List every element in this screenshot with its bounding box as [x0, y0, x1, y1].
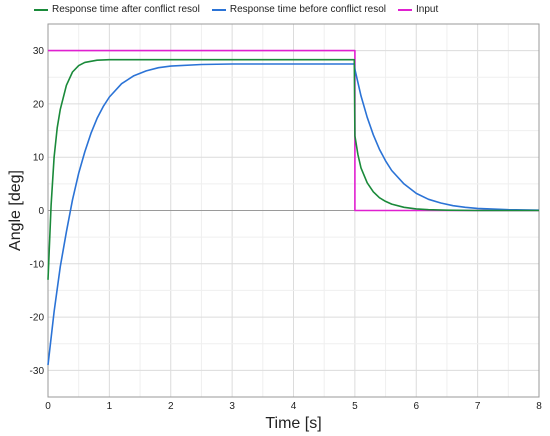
y-tick-label: -30	[30, 366, 45, 377]
x-tick-label: 1	[107, 401, 113, 412]
y-tick-label: -10	[30, 259, 45, 270]
legend-swatch-input	[398, 8, 413, 11]
x-tick-label: 5	[352, 401, 358, 412]
legend-label-after: Response time after conflict resol	[52, 4, 200, 15]
x-tick-label: 6	[413, 401, 419, 412]
y-tick-label: 10	[33, 153, 45, 164]
legend-label-before: Response time before conflict resol	[229, 4, 387, 15]
x-tick-label: 4	[291, 401, 297, 412]
series-line-before	[47, 63, 540, 366]
legend-item-before[interactable]: Response time before conflict resol	[211, 4, 387, 15]
tick-labels: 0 1 2 3 4 5 6 7 8 -30 -20 -10 0 10 20 30	[30, 46, 543, 412]
y-tick-label: -20	[30, 313, 45, 324]
legend-swatch-before	[211, 8, 226, 11]
x-tick-label: 7	[475, 401, 481, 412]
x-axis-title: Time [s]	[265, 415, 321, 432]
x-tick-label: 8	[536, 401, 542, 412]
y-tick-label: 30	[33, 46, 45, 57]
legend-item-input[interactable]: Input	[398, 4, 438, 15]
legend: Response time after conflict resol Respo…	[34, 4, 438, 15]
legend-item-after[interactable]: Response time after conflict resol	[34, 4, 200, 15]
legend-swatch-after	[34, 8, 48, 11]
legend-label-input: Input	[416, 4, 439, 15]
x-tick-label: 2	[168, 401, 174, 412]
x-tick-label: 3	[229, 401, 235, 412]
y-tick-label: 0	[38, 206, 44, 217]
series-layer	[47, 49, 540, 366]
y-tick-label: 20	[33, 99, 45, 110]
y-axis-title: Angle [deg]	[7, 170, 24, 251]
series-line-after	[47, 58, 539, 280]
x-tick-label: 0	[45, 401, 51, 412]
